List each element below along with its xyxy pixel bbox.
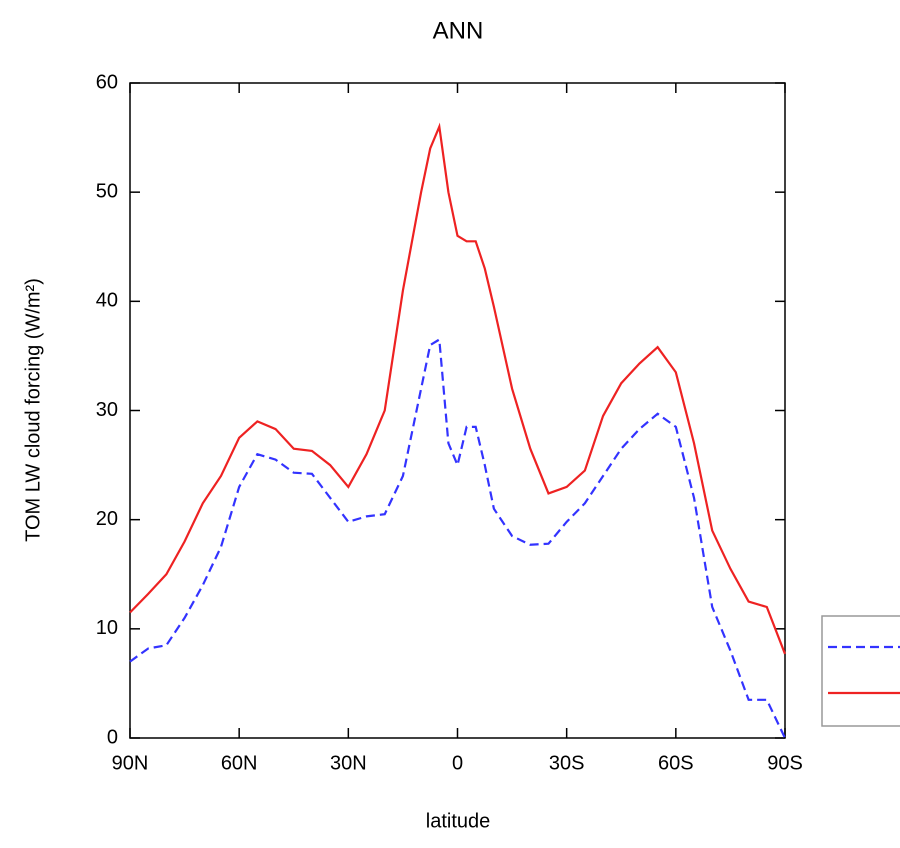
x-tick-label: 60N bbox=[221, 752, 258, 774]
chart-title: ANN bbox=[433, 17, 484, 44]
y-tick-label: 60 bbox=[96, 71, 118, 93]
x-tick-label: 0 bbox=[452, 752, 463, 774]
y-tick-label: 10 bbox=[96, 617, 118, 639]
series-line bbox=[129, 122, 787, 655]
y-axis-label: TOM LW cloud forcing (W/m²) bbox=[22, 278, 44, 542]
x-tick-label: 90S bbox=[767, 752, 803, 774]
x-tick-label: 60S bbox=[658, 752, 694, 774]
y-tick-label: 30 bbox=[96, 399, 118, 421]
y-tick-label: 20 bbox=[96, 508, 118, 530]
y-tick-label: 0 bbox=[107, 726, 118, 748]
legend-box bbox=[821, 615, 900, 727]
x-tick-label: 30N bbox=[330, 752, 367, 774]
series-line bbox=[129, 337, 786, 739]
x-tick-label: 90N bbox=[112, 752, 149, 774]
x-tick-label: 30S bbox=[549, 752, 585, 774]
y-tick-label: 40 bbox=[96, 290, 118, 312]
x-axis-label: latitude bbox=[426, 810, 491, 832]
y-tick-label: 50 bbox=[96, 180, 118, 202]
